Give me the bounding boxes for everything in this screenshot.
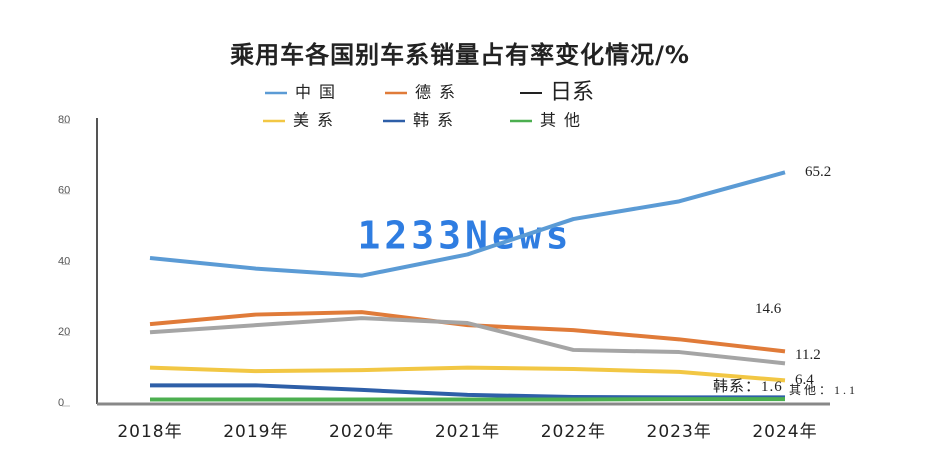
x-tick-label: 2022年 bbox=[541, 422, 606, 442]
value-label: 65.2 bbox=[805, 164, 831, 180]
y-tick-label: 20 bbox=[58, 326, 70, 338]
x-tick-label: 2021年 bbox=[435, 422, 500, 442]
x-tick-label: 2018年 bbox=[117, 422, 182, 442]
x-tick-label: 2020年 bbox=[329, 422, 394, 442]
series-line bbox=[149, 170, 786, 278]
value-label: 6.4 bbox=[795, 372, 814, 388]
y-tick-label: 0 bbox=[58, 397, 64, 409]
legend-label: 日系 bbox=[550, 80, 594, 105]
y-tick-label: 80 bbox=[58, 114, 70, 126]
value-label: 14.6 bbox=[755, 301, 782, 317]
value-label: 其他：1.1 bbox=[789, 383, 858, 397]
series-line bbox=[150, 383, 785, 400]
value-label: 11.2 bbox=[795, 347, 821, 363]
x-tick-label: 2023年 bbox=[647, 422, 712, 442]
chart-title: 乘用车各国别车系销量占有率变化情况/% bbox=[229, 41, 690, 69]
legend-label: 美系 bbox=[293, 111, 341, 130]
x-tick-label: 2024年 bbox=[752, 422, 817, 442]
legend-label: 其他 bbox=[540, 111, 588, 130]
series-line bbox=[149, 365, 786, 383]
y-tick-label: 40 bbox=[58, 255, 70, 267]
watermark: 1233News bbox=[357, 214, 572, 258]
x-tick-label: 2019年 bbox=[223, 422, 288, 442]
series-line bbox=[149, 310, 786, 354]
value-label: 韩系：1.6 bbox=[713, 378, 783, 395]
legend-label: 中国 bbox=[295, 83, 343, 102]
legend-label: 韩系 bbox=[413, 111, 461, 130]
legend-label: 德系 bbox=[415, 83, 463, 102]
y-tick-label: 60 bbox=[58, 185, 70, 197]
series-line bbox=[149, 316, 786, 366]
